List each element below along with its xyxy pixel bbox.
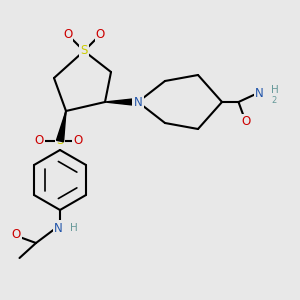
Text: O: O (12, 227, 21, 241)
Text: O: O (63, 28, 72, 41)
Text: O: O (96, 28, 105, 41)
Text: S: S (56, 134, 64, 148)
Text: H: H (70, 223, 77, 233)
Text: 2: 2 (272, 96, 277, 105)
Text: O: O (242, 115, 250, 128)
Text: O: O (74, 134, 82, 148)
Text: O: O (34, 134, 43, 148)
Text: S: S (80, 44, 88, 58)
Polygon shape (105, 98, 138, 106)
Text: N: N (54, 221, 63, 235)
Text: H: H (271, 85, 278, 95)
Polygon shape (56, 111, 66, 142)
Text: N: N (134, 95, 142, 109)
Text: N: N (255, 86, 264, 100)
